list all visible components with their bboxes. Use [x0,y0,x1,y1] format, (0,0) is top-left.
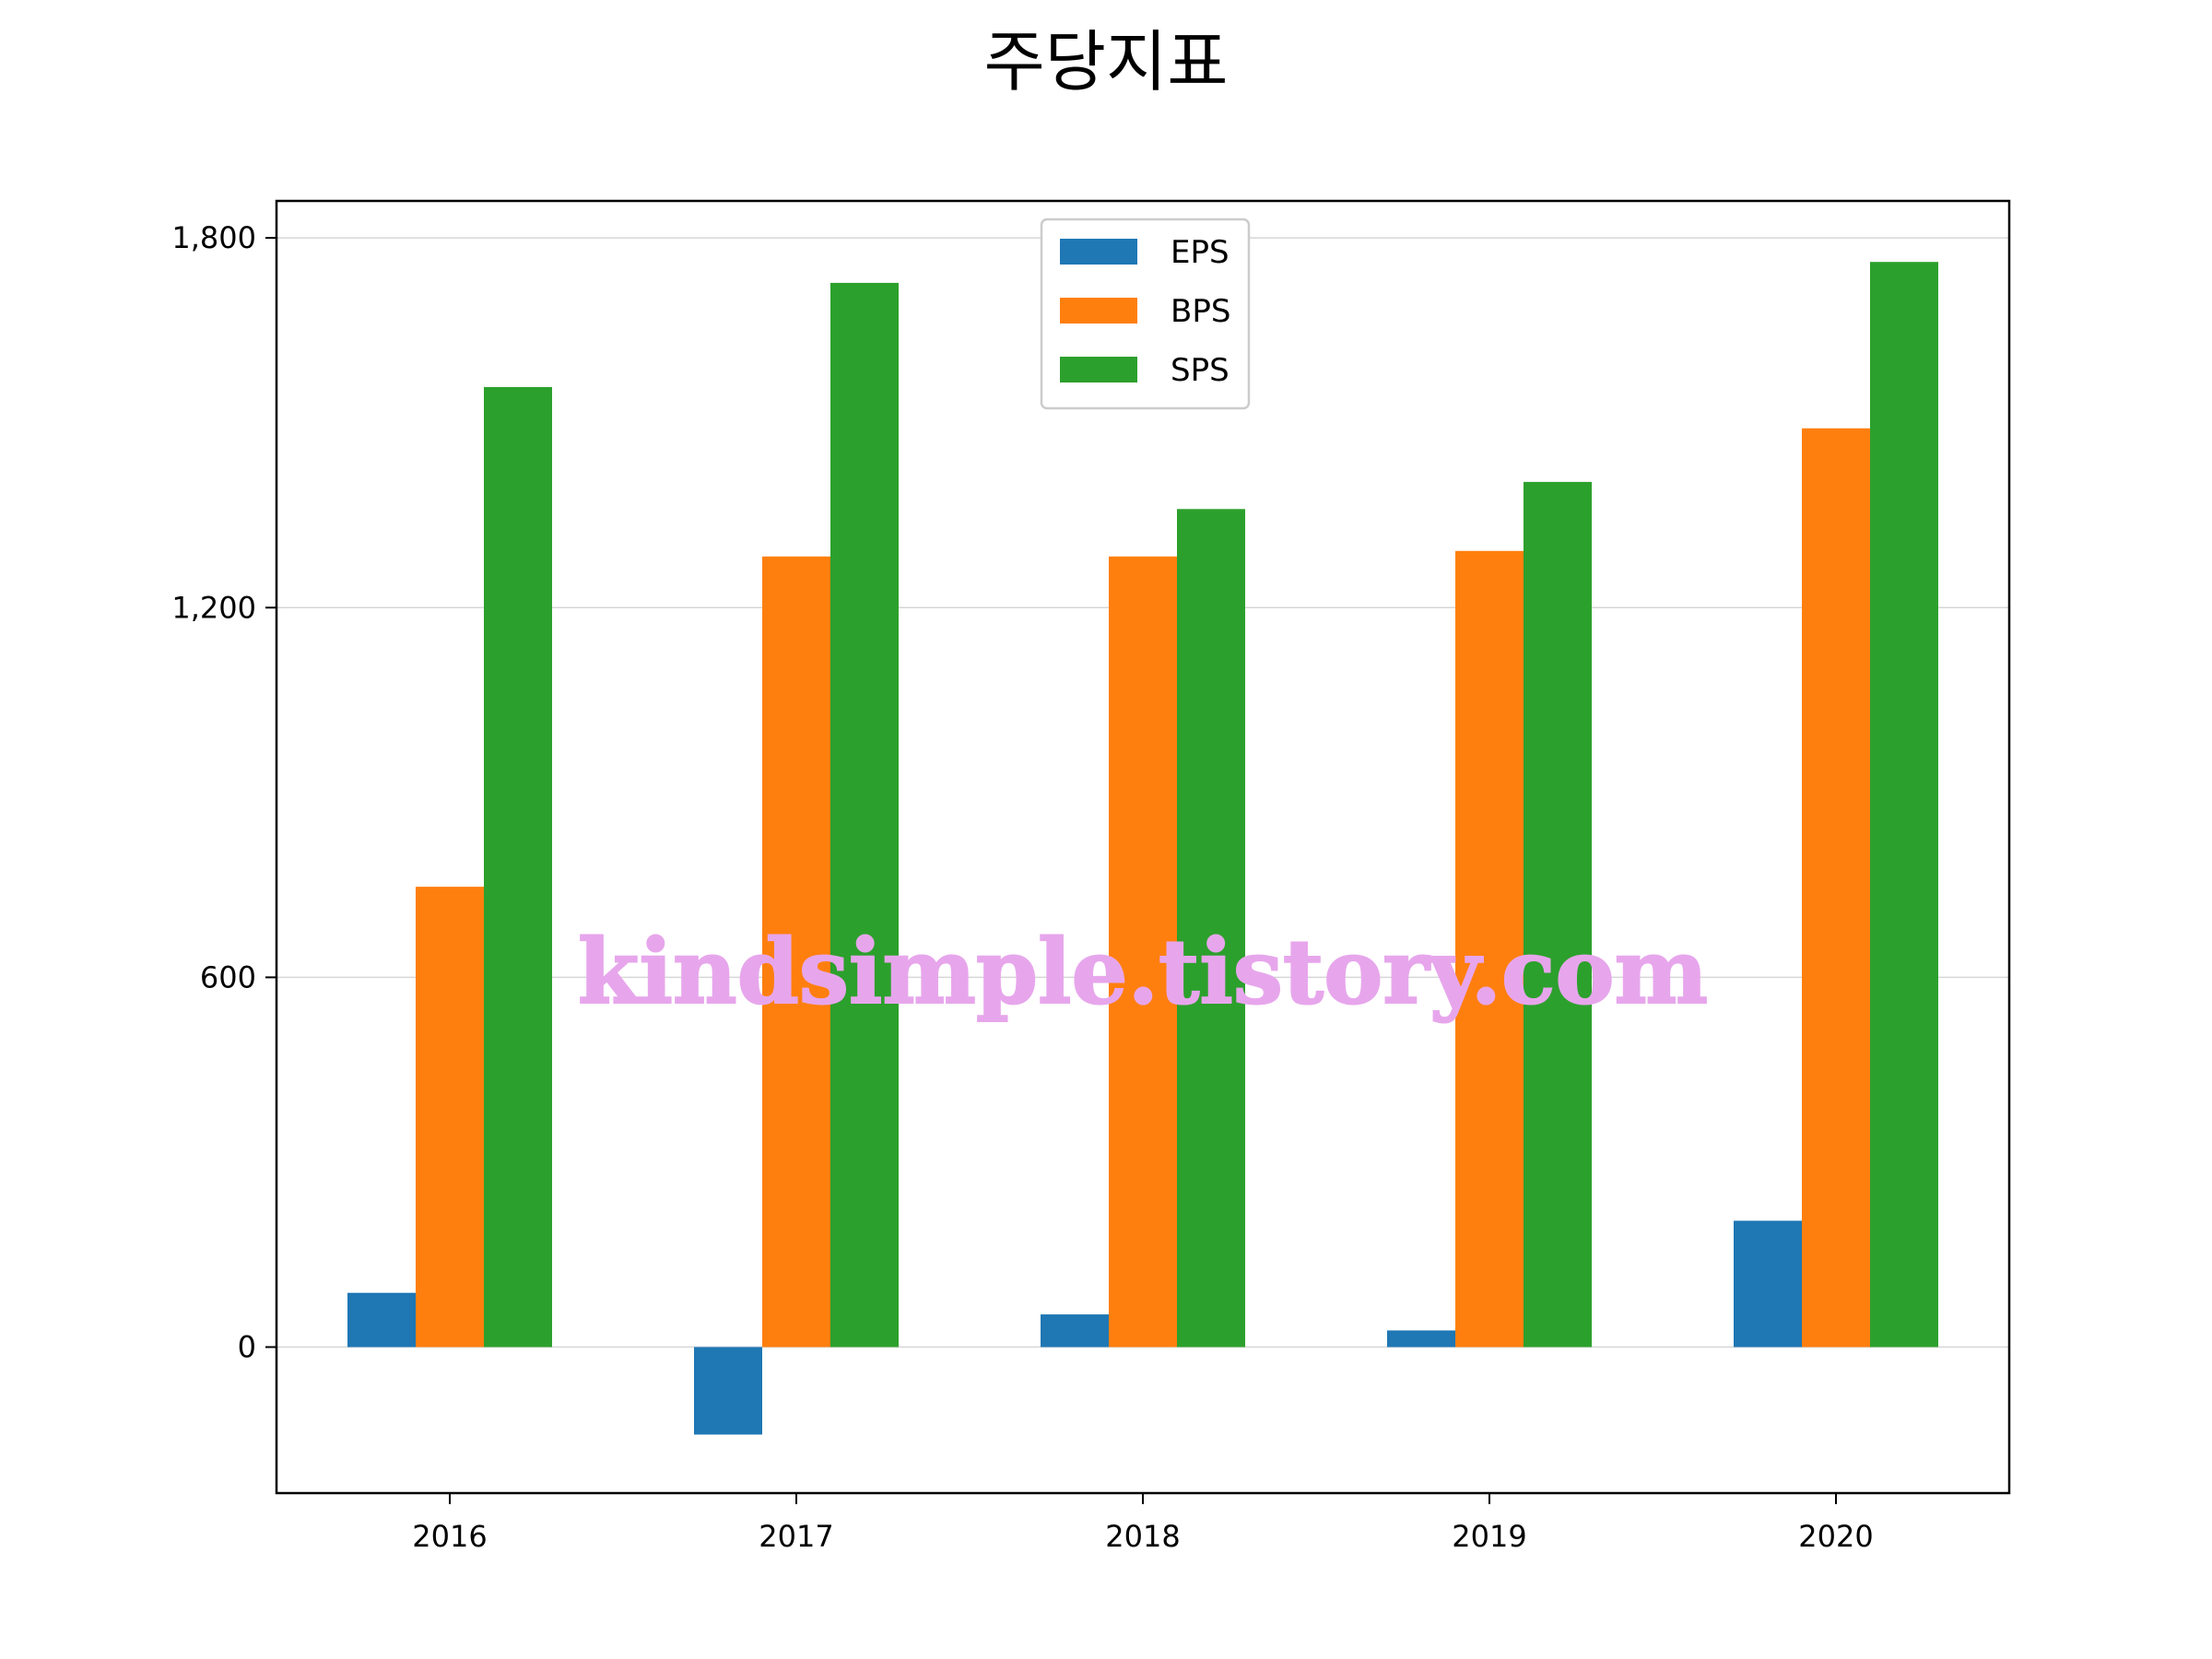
bar-eps-2017 [694,1347,762,1435]
x-axis: 2016 2017 2018 2019 2020 [412,1493,1874,1554]
x-tick-label: 2016 [412,1519,487,1554]
y-tick-label: 0 [238,1330,256,1365]
bar-bps-2019 [1455,550,1524,1347]
y-tick-label: 600 [200,959,256,994]
bar-eps-2019 [1387,1330,1455,1347]
y-tick-label: 1,200 [171,590,256,625]
y-tick-label: 1,800 [171,220,256,255]
watermark: kindsimple.tistory.com [578,920,1708,1024]
y-axis: 0 600 1,200 1,800 [171,220,276,1365]
legend-label-eps: EPS [1171,234,1230,271]
bar-sps-2016 [484,386,552,1347]
bar-sps-2018 [1177,509,1245,1347]
bar-eps-2020 [1734,1220,1802,1347]
legend-label-sps: SPS [1171,352,1230,389]
bar-bps-2020 [1802,428,1870,1347]
chart-title: 주당지표 [984,23,1229,100]
legend-swatch-sps [1060,357,1137,382]
bar-bps-2018 [1109,556,1177,1347]
bar-bps-2017 [762,556,830,1347]
x-tick-label: 2018 [1105,1519,1180,1554]
bar-bps-2016 [416,887,484,1347]
legend: EPS BPS SPS [1040,218,1251,410]
bar-sps-2020 [1870,262,1938,1347]
legend-swatch-bps [1060,298,1137,324]
bar-sps-2017 [830,282,899,1347]
legend-label-bps: BPS [1171,293,1230,330]
x-tick-label: 2020 [1798,1519,1873,1554]
bar-sps-2019 [1524,481,1592,1347]
x-tick-label: 2017 [759,1519,833,1554]
bar-eps-2016 [347,1292,416,1347]
bar-eps-2018 [1041,1314,1109,1347]
x-tick-label: 2019 [1452,1519,1526,1554]
bars [347,262,1938,1435]
legend-swatch-eps [1060,239,1137,265]
